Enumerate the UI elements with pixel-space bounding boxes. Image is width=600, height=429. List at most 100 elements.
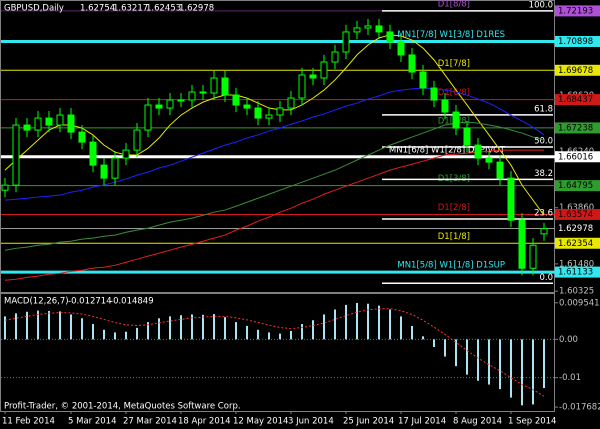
level-label: D1[8/8] (438, 0, 470, 9)
candle-body (144, 104, 152, 131)
macd-bar (268, 332, 270, 340)
macd-y-tick-label: 0.00 (559, 335, 578, 345)
candle-body (430, 87, 438, 101)
candle-body (276, 107, 284, 116)
fibo-label: 100.0 (529, 0, 553, 10)
macd-bar (532, 339, 534, 405)
candle-body (419, 71, 427, 89)
macd-bar (422, 336, 424, 340)
level-label: D1[1/8] (438, 232, 470, 242)
macd-bar (356, 302, 358, 340)
candle-body (177, 99, 185, 102)
candle-body (386, 31, 394, 43)
candle-body (474, 144, 482, 159)
x-tick-label: 18 Apr 2014 (178, 417, 231, 427)
macd-bar (290, 330, 292, 340)
candle-body (320, 61, 328, 79)
macd-bar (499, 339, 501, 390)
x-tick-label: 25 Jun 2014 (343, 417, 394, 427)
candle-body (188, 91, 196, 101)
macd-bar (235, 322, 237, 340)
level-price: 1.66016 (558, 152, 593, 162)
price-panel-border (0, 0, 555, 293)
candle-body (232, 94, 240, 106)
macd-bar (521, 339, 523, 406)
macd-signal (4, 308, 545, 397)
candle-body (100, 164, 108, 179)
level-price: 1.72193 (558, 6, 593, 16)
candle-body (309, 74, 317, 79)
macd-y-tick-label: 0.009541 (559, 298, 600, 308)
candle-body (364, 25, 372, 29)
candle-body (23, 124, 31, 131)
candle-body (518, 219, 526, 269)
macd-title: MACD(12,26,7) (4, 297, 69, 307)
footer: Profit-Trader, © 2001-2014, MetaQuotes S… (4, 402, 241, 412)
candle-body (529, 244, 537, 269)
macd-bar (158, 318, 160, 340)
candle-body (331, 51, 339, 63)
candle-body (34, 117, 42, 131)
candle-body (408, 54, 416, 73)
candle-body (166, 99, 174, 109)
macd-bar (378, 305, 380, 340)
macd-bar (301, 324, 303, 340)
x-tick-label: 5 Mar 2014 (68, 417, 116, 427)
macd-bar (323, 314, 325, 340)
macd-bar (59, 311, 61, 340)
macd-bar (180, 315, 182, 340)
level-price: 1.63574 (558, 210, 593, 220)
macd-bar (125, 331, 127, 340)
macd-layer (1, 302, 555, 406)
macd-bar (4, 316, 6, 340)
current-price-box (555, 223, 600, 235)
level-price: 1.62354 (558, 239, 593, 249)
macd-bar (400, 316, 402, 340)
candle-layer (1, 18, 548, 276)
level-price-box (555, 64, 600, 76)
y-tick-label: 1.61480 (559, 259, 594, 269)
macd-y-tick-label: -0.017682 (559, 403, 600, 413)
moving-average (4, 34, 545, 216)
candle-body (78, 131, 86, 143)
macd-bar (191, 314, 193, 340)
macd-bar (488, 339, 490, 385)
candle-body (133, 129, 141, 151)
x-tick-label: 8 Aug 2014 (453, 417, 502, 427)
level-price: 1.67238 (558, 123, 593, 133)
macd-bar (136, 327, 138, 340)
macd-value: -0.012714 (68, 297, 112, 307)
fibo-label: 23.6 (534, 209, 553, 219)
macd-bar (510, 339, 512, 398)
candle-body (485, 157, 493, 163)
level-price-box (555, 180, 600, 192)
high-value: 1.63217 (113, 4, 148, 14)
y-tick-label: 1.60325 (559, 287, 594, 297)
macd-bar (15, 313, 17, 340)
macd-bar (147, 322, 149, 340)
macd-bar (367, 303, 369, 340)
macd-bar (169, 316, 171, 340)
macd-signal-value: -0.014849 (110, 297, 154, 307)
level-price-box (555, 94, 600, 106)
low-value: 1.62453 (146, 4, 181, 14)
candle-body (441, 99, 449, 113)
candle-body (122, 149, 130, 159)
level-price: 1.61133 (558, 268, 593, 278)
macd-bar (246, 325, 248, 340)
candle-body (452, 111, 460, 129)
macd-bar (37, 310, 39, 340)
macd-bar (114, 332, 116, 340)
level-label: MN1[7/8] W1[3/8] D1RES (397, 30, 505, 40)
macd-bar (433, 339, 435, 348)
y-tick-label: 1.63860 (559, 203, 594, 213)
candle-body (45, 117, 53, 126)
candle-body (287, 97, 295, 109)
level-price-box (555, 208, 600, 220)
macd-bar (26, 311, 28, 340)
candle-body (397, 41, 405, 56)
moving-average (4, 87, 545, 201)
candle-body (1, 184, 9, 191)
symbol-label: GBPUSD,Daily (4, 4, 64, 14)
